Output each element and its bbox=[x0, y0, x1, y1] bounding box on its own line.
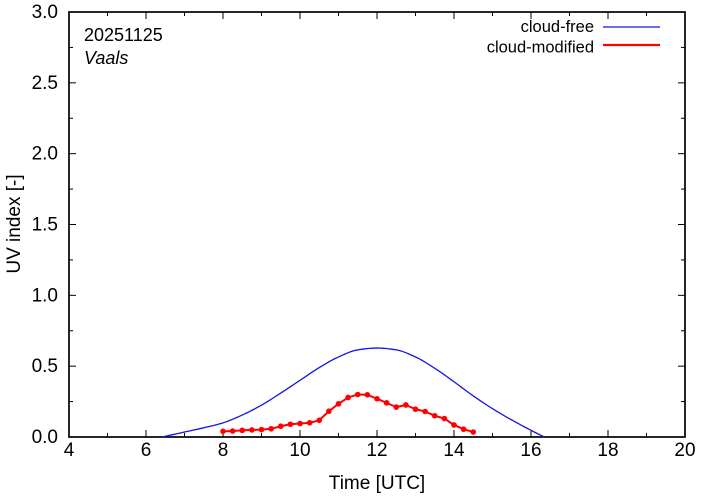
svg-text:2.0: 2.0 bbox=[32, 144, 58, 165]
svg-text:1.5: 1.5 bbox=[32, 215, 58, 236]
svg-text:16: 16 bbox=[520, 440, 541, 461]
svg-text:8: 8 bbox=[218, 440, 229, 461]
svg-text:20: 20 bbox=[674, 440, 695, 461]
svg-text:Vaals: Vaals bbox=[84, 48, 128, 68]
svg-text:10: 10 bbox=[289, 440, 310, 461]
svg-text:4: 4 bbox=[64, 440, 75, 461]
svg-text:1.0: 1.0 bbox=[32, 285, 58, 306]
svg-text:6: 6 bbox=[141, 440, 152, 461]
svg-text:20251125: 20251125 bbox=[84, 25, 163, 45]
svg-text:0.5: 0.5 bbox=[32, 356, 58, 377]
svg-text:3.0: 3.0 bbox=[32, 2, 58, 23]
svg-text:0.0: 0.0 bbox=[32, 427, 58, 448]
svg-text:18: 18 bbox=[597, 440, 618, 461]
svg-text:Time [UTC]: Time [UTC] bbox=[329, 473, 425, 494]
svg-text:cloud-free: cloud-free bbox=[521, 18, 594, 36]
svg-text:UV index [-]: UV index [-] bbox=[4, 174, 25, 273]
svg-text:12: 12 bbox=[366, 440, 387, 461]
svg-text:cloud-modified: cloud-modified bbox=[487, 39, 594, 57]
svg-text:14: 14 bbox=[443, 440, 465, 461]
svg-text:2.5: 2.5 bbox=[32, 73, 58, 94]
